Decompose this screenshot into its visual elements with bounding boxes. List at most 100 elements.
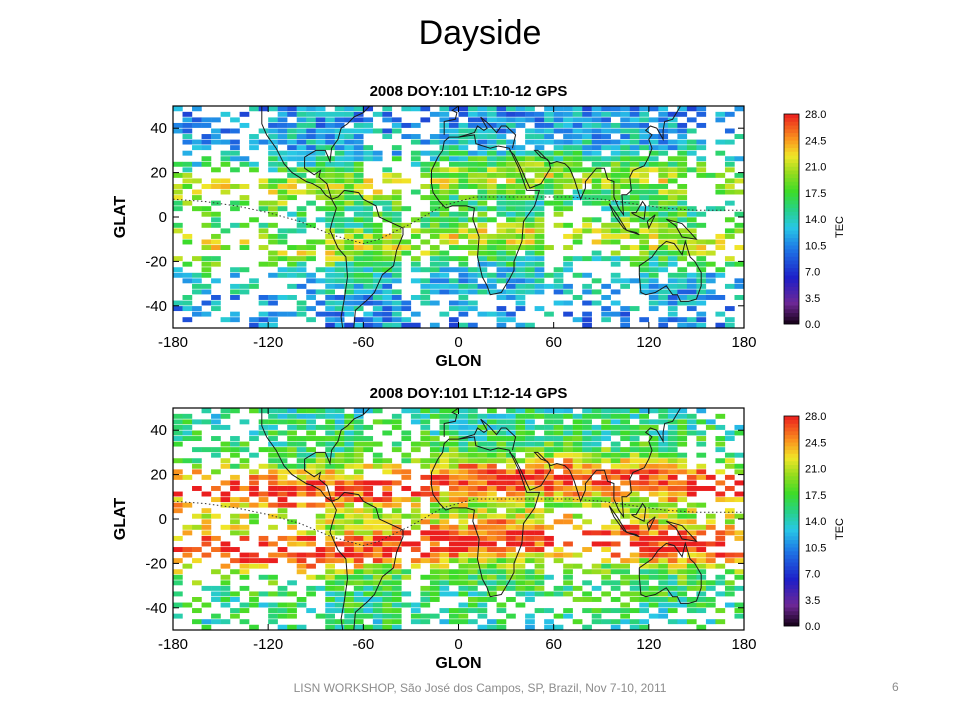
colorbar-segment: [784, 603, 799, 608]
colorbar-segment: [784, 219, 799, 224]
colorbar-segment: [784, 252, 799, 257]
coastline: [259, 408, 261, 409]
coastline: [261, 106, 332, 200]
coastline: [508, 149, 552, 189]
y-axis-label: GLAT: [112, 196, 129, 239]
colorbar-segment: [784, 438, 799, 443]
colorbar-segment: [784, 121, 799, 126]
colorbar-tick-label: 10.5: [805, 542, 826, 554]
coastline: [304, 106, 371, 200]
colorbar-segment: [784, 491, 799, 496]
colorbar-segment: [784, 305, 799, 310]
colorbar-segment: [784, 528, 799, 533]
colorbar-segment: [784, 170, 799, 175]
x-axis-label: GLON: [435, 353, 481, 370]
x-tick-label: -180: [158, 636, 188, 653]
colorbar-tick-label: 3.5: [805, 293, 820, 305]
page-number: 6: [892, 680, 899, 694]
coastline: [259, 106, 261, 107]
x-axis-label: GLON: [435, 655, 481, 672]
y-tick-label: 0: [159, 209, 167, 226]
coastline: [638, 239, 702, 302]
colorbar-segment: [784, 275, 799, 280]
colorbar-segment: [784, 185, 799, 190]
colorbar-segment: [784, 442, 799, 447]
colorbar-tick-label: 10.5: [805, 240, 826, 252]
coastline: [550, 106, 682, 217]
colorbar-segment: [784, 249, 799, 254]
colorbar-segment: [784, 166, 799, 171]
x-tick-label: -60: [352, 334, 374, 351]
y-tick-label: 40: [150, 422, 167, 439]
coastline: [608, 203, 628, 231]
colorbar-segment: [784, 211, 799, 216]
y-tick-label: -20: [145, 555, 167, 572]
colorbar-segment: [784, 483, 799, 488]
colorbar-segment: [784, 207, 799, 212]
colorbar-segment: [784, 189, 799, 194]
colorbar-tick-label: 14.0: [805, 214, 826, 226]
colorbar-segment: [784, 487, 799, 492]
colorbar-segment: [784, 192, 799, 197]
plot-frame: [172, 407, 745, 631]
colorbar-segment: [784, 129, 799, 134]
slide-title: Dayside: [418, 14, 542, 52]
colorbar-segment: [784, 517, 799, 522]
y-tick-label: 20: [150, 467, 167, 484]
colorbar-segment: [784, 476, 799, 481]
magnetic-equator: [173, 196, 744, 245]
y-tick-label: -40: [145, 600, 167, 617]
colorbar-tick-label: 0.0: [805, 319, 820, 331]
colorbar-segment: [784, 494, 799, 499]
y-tick-label: 0: [159, 511, 167, 528]
coastline: [626, 229, 640, 236]
colorbar-segment: [784, 427, 799, 432]
colorbar-segment: [784, 114, 799, 119]
colorbar-segment: [784, 584, 799, 589]
colorbar-segment: [784, 599, 799, 604]
colorbar-segment: [784, 472, 799, 477]
coastline: [329, 189, 404, 328]
colorbar-segment: [784, 614, 799, 619]
colorbar-segment: [784, 140, 799, 145]
colorbar-segment: [784, 260, 799, 265]
coastline: [631, 502, 647, 522]
coastlines: [259, 408, 702, 630]
colorbar-segment: [784, 539, 799, 544]
x-tick-label: 60: [545, 334, 562, 351]
colorbar-segment: [784, 301, 799, 306]
colorbar-segment: [784, 479, 799, 484]
colorbar-segment: [784, 513, 799, 518]
colorbar-segment: [784, 419, 799, 424]
colorbar-segment: [784, 607, 799, 612]
colorbar-segment: [784, 144, 799, 149]
colorbar-segment: [784, 279, 799, 284]
colorbar-segment: [784, 532, 799, 537]
coastline: [646, 214, 656, 230]
coastline: [638, 541, 702, 604]
coastline: [443, 106, 467, 135]
coastline: [666, 218, 698, 240]
colorbar-segment: [784, 174, 799, 179]
colorbar-tick-label: 21.0: [805, 162, 826, 174]
colorbar-segment: [784, 245, 799, 250]
tec-cells: [173, 106, 745, 328]
x-tick-label: 180: [731, 334, 756, 351]
coastline: [550, 408, 682, 519]
colorbar-segment: [784, 196, 799, 201]
colorbar-segment: [784, 155, 799, 160]
colorbar-tick-label: 17.5: [805, 188, 826, 200]
colorbar-segment: [784, 264, 799, 269]
colorbar-segment: [784, 618, 799, 623]
colorbar-segment: [784, 226, 799, 231]
colorbar-segment: [784, 222, 799, 227]
colorbar-segment: [784, 611, 799, 616]
colorbar-segment: [784, 551, 799, 556]
colorbar-segment: [784, 543, 799, 548]
colorbar-segment: [784, 267, 799, 272]
colorbar-tick-label: 14.0: [805, 516, 826, 528]
colorbar-segment: [784, 312, 799, 317]
colorbar-segment: [784, 509, 799, 514]
coastline: [329, 491, 404, 630]
